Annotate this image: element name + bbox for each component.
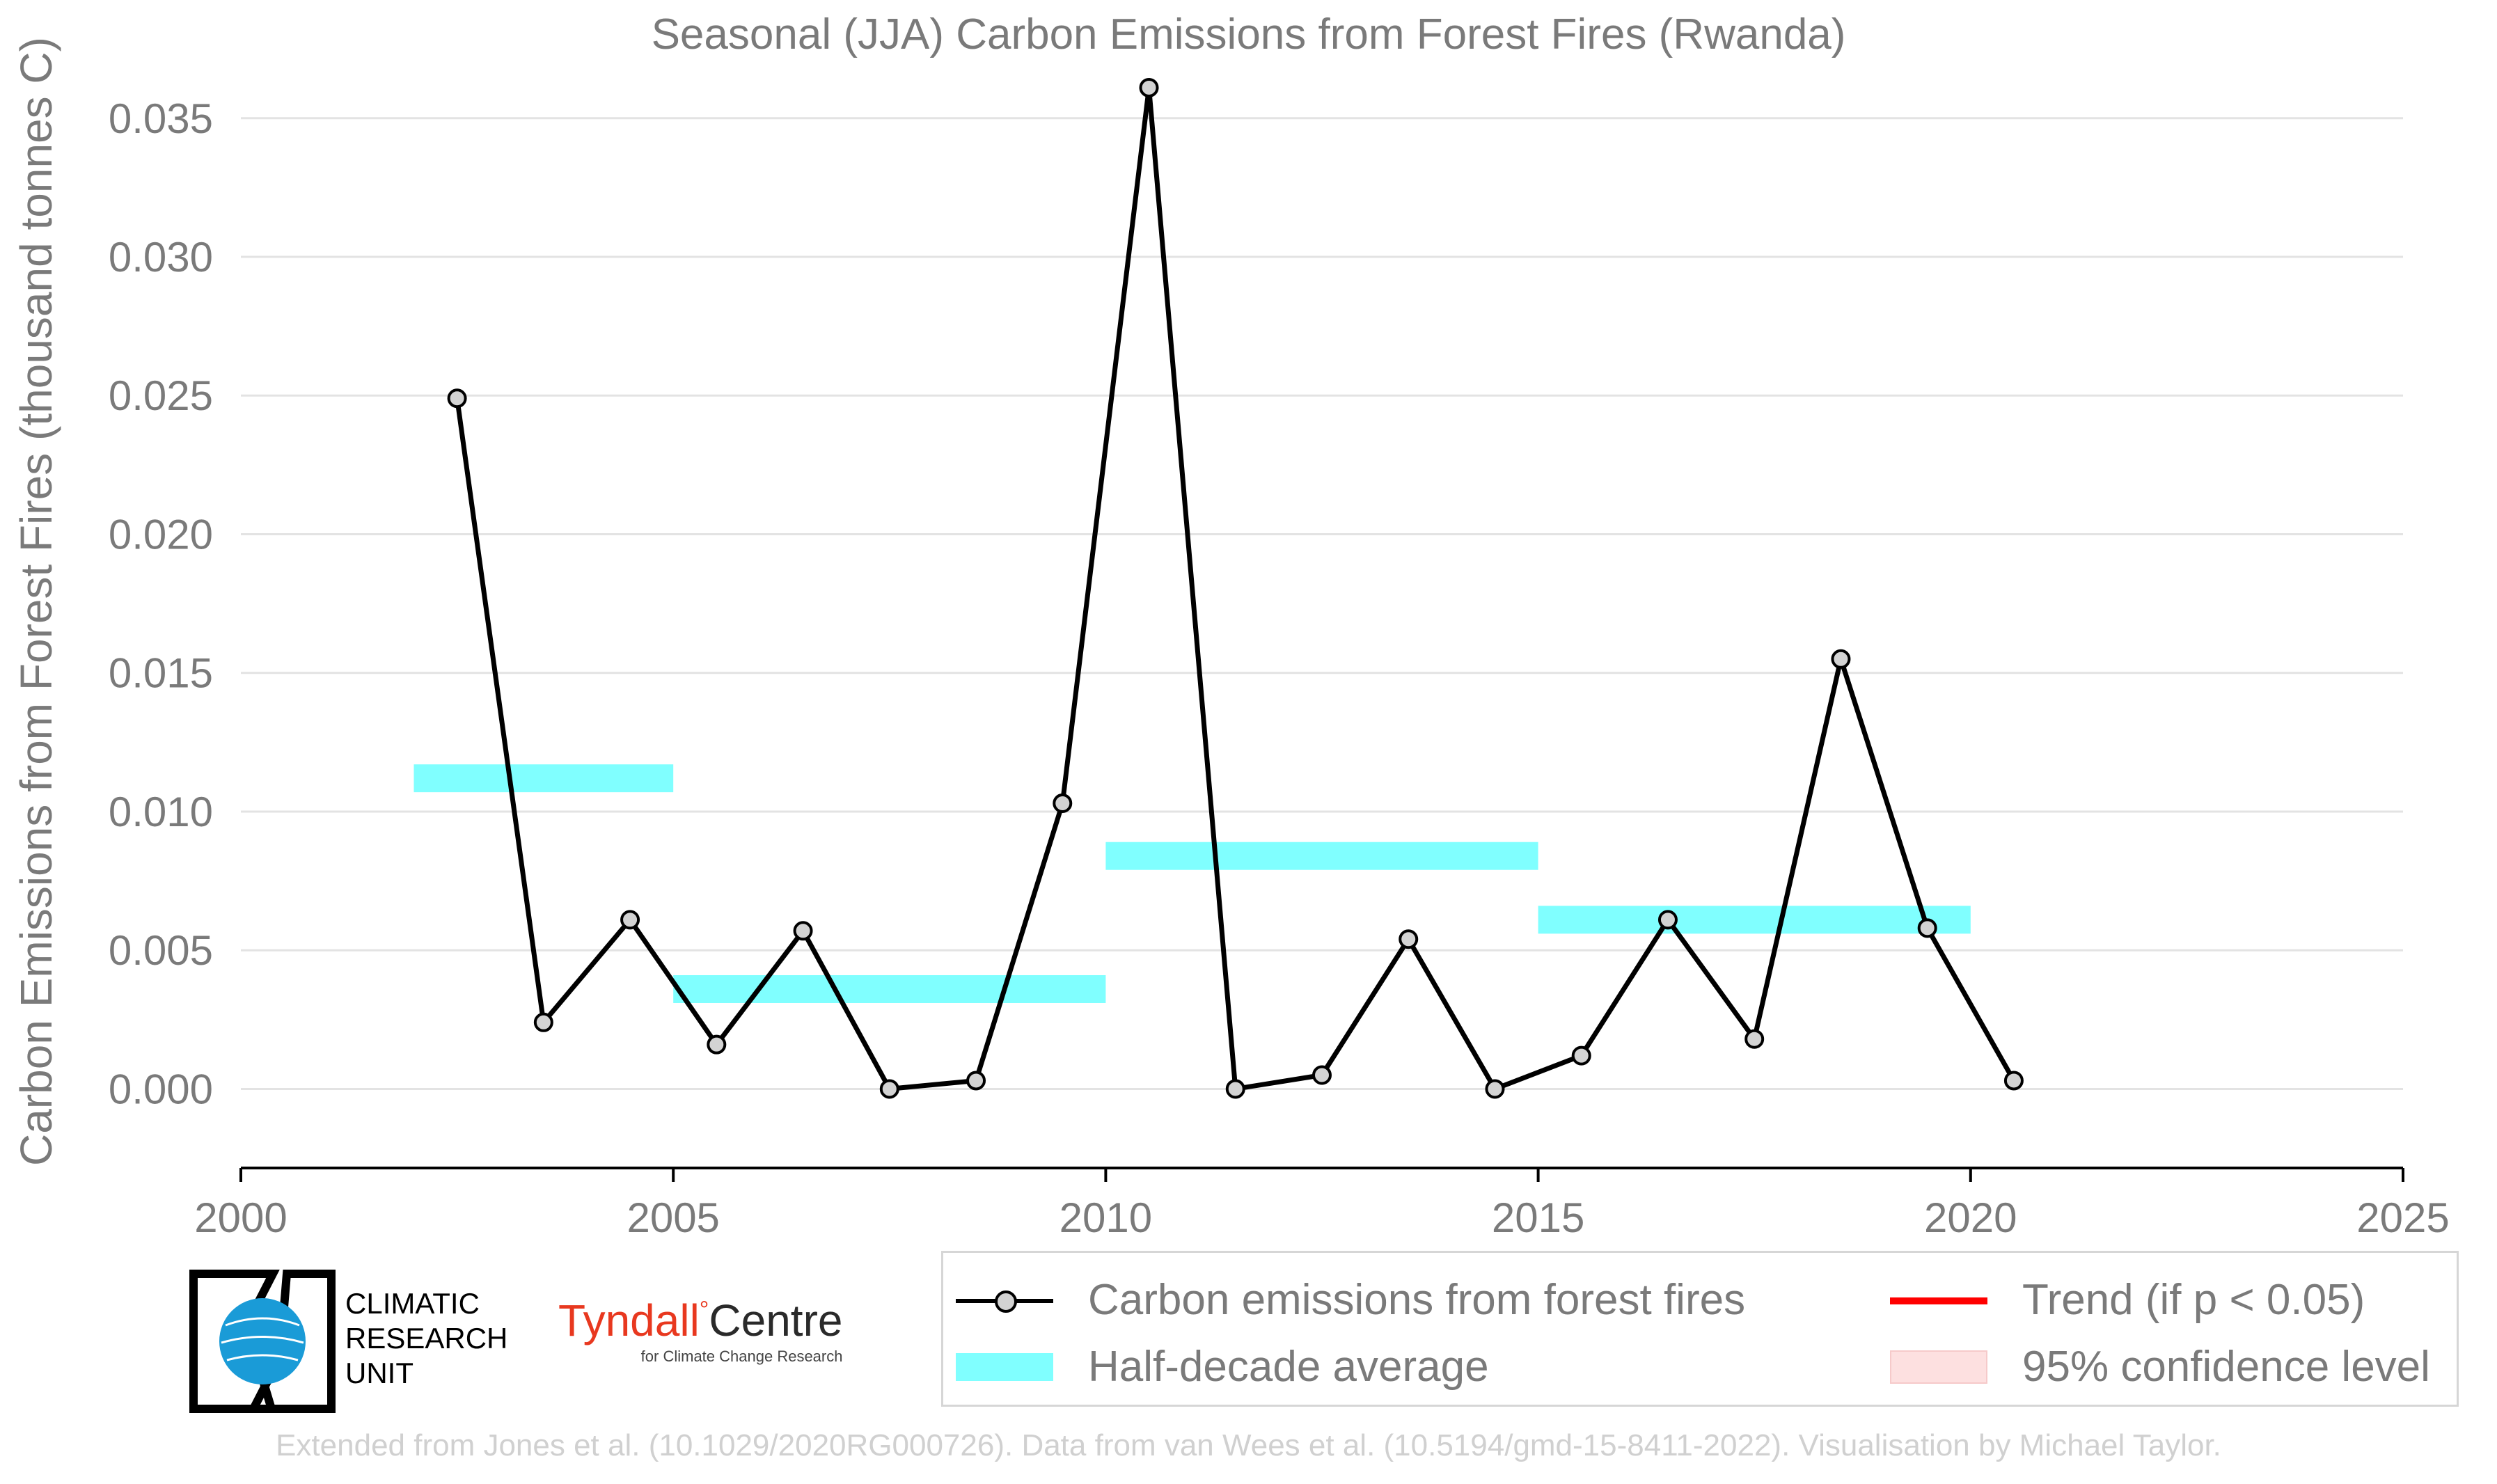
trend-line-icon — [1890, 1286, 1987, 1314]
data-point — [533, 1012, 553, 1032]
gridlines — [241, 117, 2403, 1090]
data-point — [966, 1071, 986, 1091]
data-point — [1312, 1065, 1332, 1085]
cyan-bar-icon — [956, 1352, 1053, 1381]
half-decade-average-bars — [413, 764, 1971, 1003]
data-point — [1225, 1079, 1245, 1099]
data-point — [1571, 1045, 1591, 1066]
data-point — [1139, 77, 1159, 97]
tyndall-logo: Tyndall°Centre for Climate Change Resear… — [558, 1295, 843, 1365]
y-tick-label: 0.005 — [109, 927, 213, 974]
legend-item-confidence: 95% confidence level — [1890, 1342, 2430, 1391]
emissions-series — [447, 77, 2024, 1099]
half-decade-bar — [1538, 906, 1971, 934]
x-tick-label: 2015 — [1492, 1194, 1584, 1241]
chart-title: Seasonal (JJA) Carbon Emissions from For… — [651, 10, 1846, 58]
legend-item-trend: Trend (if p < 0.05) — [1890, 1275, 2365, 1325]
half-decade-bar — [413, 764, 674, 793]
data-point — [1917, 918, 1937, 938]
data-point — [793, 921, 813, 941]
half-decade-bar — [1105, 842, 1538, 870]
legend-label: Trend (if p < 0.05) — [2022, 1276, 2365, 1324]
x-axis: 2000 2005 2010 2015 2020 2025 — [194, 1167, 2450, 1241]
legend-item-emissions: Carbon emissions from forest fires — [956, 1275, 1745, 1325]
data-point — [2003, 1071, 2024, 1091]
data-point — [1657, 910, 1678, 930]
confidence-band-icon — [1890, 1350, 1987, 1384]
data-point — [1831, 649, 1851, 669]
y-tick-label: 0.035 — [109, 95, 213, 142]
cru-logo — [189, 1270, 336, 1413]
y-axis-label: Carbon Emissions from Forest Fires (thou… — [11, 37, 61, 1166]
credit-text: Extended from Jones et al. (10.1029/2020… — [276, 1428, 2221, 1462]
legend: Carbon emissions from forest fires Trend… — [941, 1251, 2459, 1407]
legend-label: Half-decade average — [1088, 1343, 1489, 1391]
data-point — [707, 1034, 727, 1055]
y-tick-label: 0.000 — [109, 1066, 213, 1112]
data-point — [1399, 929, 1419, 949]
y-tick-labels: 0.000 0.005 0.010 0.015 0.020 0.025 0.030 0.035 — [109, 95, 213, 1113]
data-point — [1053, 794, 1073, 814]
data-point — [620, 910, 640, 930]
data-point — [1485, 1079, 1505, 1099]
y-tick-label: 0.030 — [109, 234, 213, 281]
legend-label: Carbon emissions from forest fires — [1088, 1276, 1746, 1324]
emissions-line — [455, 85, 2016, 1091]
half-decade-bar — [673, 974, 1106, 1003]
x-tick-label: 2010 — [1060, 1194, 1152, 1241]
x-tick-label: 2000 — [194, 1194, 287, 1241]
x-tick-label: 2005 — [627, 1194, 719, 1241]
legend-item-half-decade: Half-decade average — [956, 1342, 1489, 1391]
x-tick-label: 2025 — [2356, 1194, 2449, 1241]
legend-label: 95% confidence level — [2022, 1343, 2430, 1391]
data-point — [1744, 1029, 1765, 1049]
y-tick-label: 0.025 — [109, 372, 213, 419]
cru-logo-text: CLIMATIC RESEARCH UNIT — [345, 1287, 508, 1389]
line-marker-icon — [956, 1286, 1053, 1314]
x-tick-label: 2020 — [1924, 1194, 2017, 1241]
y-tick-label: 0.015 — [109, 650, 213, 697]
y-tick-label: 0.020 — [109, 511, 213, 558]
data-point — [879, 1079, 899, 1099]
y-tick-label: 0.010 — [109, 789, 213, 835]
data-point — [447, 388, 467, 409]
